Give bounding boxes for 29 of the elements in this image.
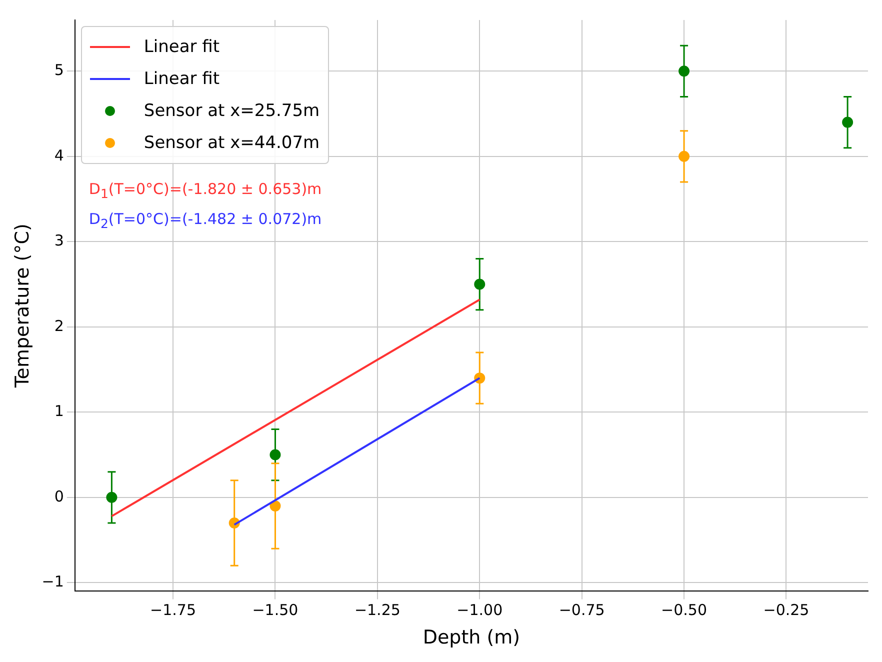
x-tick-label: −1.00 (456, 601, 503, 620)
legend-label: Linear fit (144, 37, 220, 57)
x-tick-label: −1.50 (252, 601, 298, 620)
legend-label: Sensor at x=25.75m (144, 101, 320, 121)
point (678, 66, 690, 77)
x-axis-title: Depth (m) (422, 626, 520, 649)
y-axis-title: Temperature (°C) (11, 224, 34, 389)
legend-label: Linear fit (144, 69, 220, 89)
x-tick-label: −0.25 (763, 601, 810, 620)
y-tick-label: 4 (54, 146, 64, 164)
x-tick-label: −0.75 (558, 601, 605, 620)
y-tick-label: 0 (54, 487, 64, 506)
x-tick-label: −1.75 (150, 601, 196, 620)
legend-label: Sensor at x=44.07m (144, 133, 320, 153)
point (106, 492, 118, 503)
y-tick-label: 3 (54, 232, 64, 250)
annotation: D$_{1}$(T=0°C)=(-1.820 ± 0.653)m (88, 180, 322, 201)
point (678, 150, 690, 162)
y-tick-label: 2 (54, 316, 64, 335)
point (270, 449, 281, 460)
x-tick-label: −0.50 (661, 601, 708, 620)
annotation: D$_{2}$(T=0°C)=(-1.482 ± 0.072)m (88, 210, 322, 231)
x-tick-label: −1.25 (354, 601, 400, 620)
point (474, 278, 486, 290)
point (842, 116, 854, 128)
y-tick-label: 5 (54, 61, 64, 80)
y-tick-label: −1 (42, 572, 64, 591)
y-tick-label: 1 (54, 402, 64, 420)
point (270, 500, 281, 512)
